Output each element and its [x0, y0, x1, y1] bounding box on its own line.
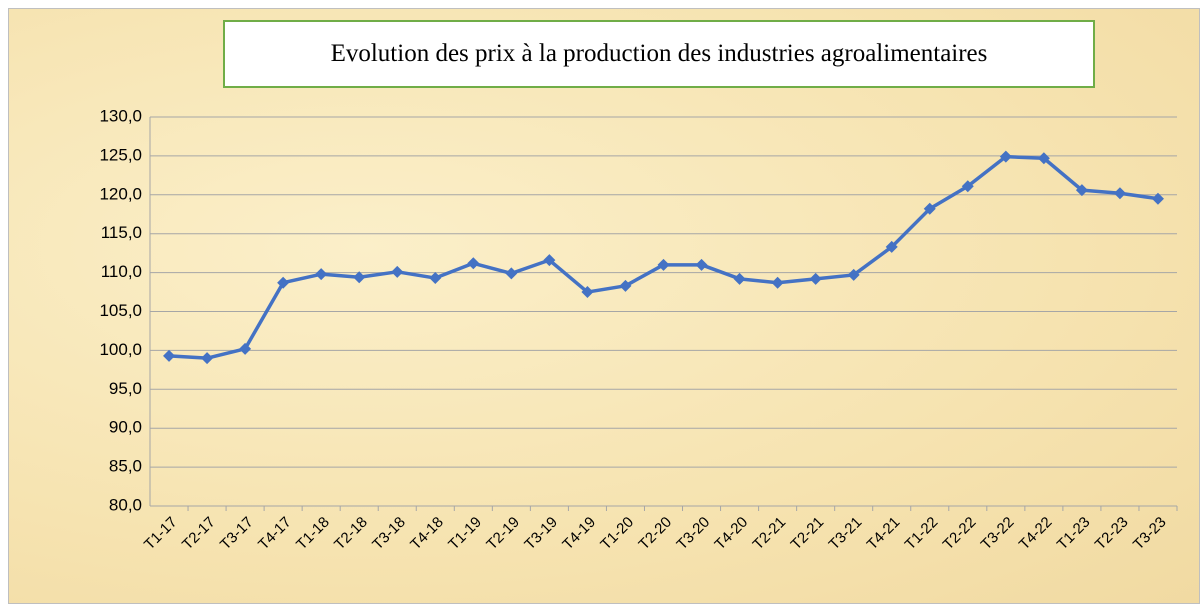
marker	[733, 272, 746, 285]
x-tick-label: T2-21	[788, 514, 828, 554]
y-tick-label: 105,0	[99, 301, 142, 320]
marker	[885, 240, 898, 253]
marker	[1113, 187, 1126, 200]
marker	[1151, 192, 1164, 205]
marker	[353, 271, 366, 284]
x-tick-label: T2-18	[331, 514, 371, 554]
marker	[657, 258, 670, 271]
x-tick-label: T3-20	[673, 514, 713, 554]
x-tick-label: T2-20	[635, 514, 675, 554]
marker	[429, 272, 442, 285]
x-tick-label: T3-21	[826, 514, 866, 554]
x-tick-label: T3-19	[521, 514, 561, 554]
x-tick-label: T4-19	[559, 514, 599, 554]
x-tick-label: T4-21	[864, 514, 904, 554]
marker	[315, 268, 328, 281]
marker	[201, 352, 214, 365]
marker	[467, 257, 480, 270]
marker	[277, 276, 290, 289]
x-tick-label: T2-22	[940, 514, 980, 554]
title-box: Evolution des prix à la production des i…	[223, 20, 1095, 88]
marker	[999, 150, 1012, 163]
x-tick-label: T4-20	[711, 514, 751, 554]
y-tick-label: 110,0	[101, 262, 142, 281]
marker	[847, 268, 860, 281]
marker	[771, 276, 784, 289]
y-tick-label: 95,0	[109, 379, 142, 398]
x-tick-label: T1-18	[293, 514, 333, 554]
marker	[163, 349, 176, 362]
marker	[1037, 152, 1050, 165]
marker	[391, 265, 404, 278]
x-tick-label: T2-21	[750, 514, 790, 554]
marker	[239, 342, 252, 355]
y-tick-label: 115,0	[101, 223, 142, 242]
marker	[809, 272, 822, 285]
marker	[695, 258, 708, 271]
x-tick-label: T3-18	[369, 514, 409, 554]
y-tick-label: 90,0	[109, 418, 142, 437]
x-tick-label: T3-17	[217, 514, 257, 554]
marker	[961, 180, 974, 193]
series-line	[168, 154, 1159, 360]
marker	[581, 286, 594, 299]
x-tick-label: T4-17	[255, 514, 295, 554]
chart-frame	[8, 8, 1200, 604]
chart-title: Evolution des prix à la production des i…	[330, 40, 988, 67]
marker	[1075, 184, 1088, 197]
marker	[505, 267, 518, 280]
x-tick-label: T1-19	[445, 514, 485, 554]
x-tick-label: T1-22	[902, 514, 942, 554]
y-tick-label: 100,0	[99, 340, 142, 359]
x-tick-label: T4-22	[1016, 514, 1056, 554]
x-tick-label: T2-23	[1092, 514, 1132, 554]
y-tick-label: 85,0	[109, 457, 142, 476]
x-tick-label: T1-23	[1054, 514, 1094, 554]
y-tick-label: 80,0	[109, 495, 142, 514]
y-tick-label: 130,0	[99, 106, 142, 125]
x-tick-label: T3-22	[978, 514, 1018, 554]
y-tick-label: 120,0	[99, 184, 142, 203]
marker	[923, 202, 936, 215]
marker	[543, 254, 556, 267]
y-tick-label: 125,0	[99, 145, 142, 164]
x-tick-label: T4-18	[407, 514, 447, 554]
x-tick-label: T2-17	[179, 514, 219, 554]
x-tick-label: T3-23	[1130, 514, 1170, 554]
x-tick-label: T1-20	[597, 514, 637, 554]
marker	[619, 279, 632, 292]
x-tick-label: T2-19	[483, 514, 523, 554]
x-tick-label: T1-17	[141, 514, 181, 554]
